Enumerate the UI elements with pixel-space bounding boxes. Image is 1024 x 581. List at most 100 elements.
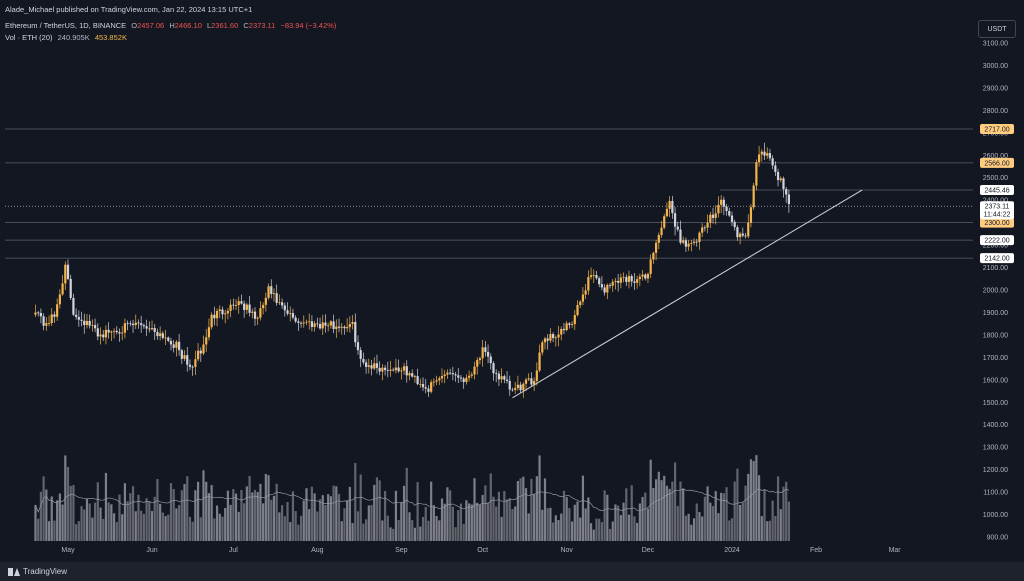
volume-bar <box>104 472 108 541</box>
volume-bar <box>446 487 449 541</box>
volume-bar <box>85 499 89 541</box>
time-axis[interactable]: May Jun Jul Aug Sep Oct Nov Dec 2024 Feb Mar <box>61 547 901 554</box>
level-label-bg <box>980 217 1014 228</box>
volume-bar <box>638 503 641 541</box>
trendline[interactable] <box>512 189 863 399</box>
candle-body <box>335 326 338 329</box>
candle-body <box>383 367 387 371</box>
candle-body <box>337 326 341 328</box>
volume-bar <box>218 513 221 541</box>
y-tick-label: 2400.00 <box>983 198 1008 205</box>
countdown-label: 11:44:22 <box>984 212 1011 219</box>
candles <box>34 142 790 398</box>
volume-bar <box>278 512 281 541</box>
candle-body <box>717 204 720 214</box>
volume-bar <box>383 491 387 541</box>
volume-bar <box>673 462 677 541</box>
volume-bar <box>264 473 267 541</box>
volume-bar <box>351 523 354 541</box>
volume-bar <box>627 514 631 541</box>
candle-body <box>297 321 300 323</box>
candle-body <box>161 333 164 338</box>
candle-body <box>468 375 471 378</box>
candle-body <box>180 350 183 359</box>
x-tick-label: Oct <box>477 547 488 554</box>
y-tick-label: 2900.00 <box>983 85 1008 92</box>
price-axis[interactable]: 900.00 1000.00 1100.00 1200.00 1300.00 1400.0… <box>983 41 1008 542</box>
volume-bar <box>505 499 509 541</box>
volume-bar <box>142 513 145 541</box>
volume-bar <box>107 502 110 541</box>
candle-body <box>370 365 373 369</box>
volume-bar <box>570 521 574 541</box>
volume-bar <box>725 487 728 541</box>
volume-bar <box>291 491 295 541</box>
volume-bar <box>595 518 598 541</box>
volume-bar <box>508 498 511 541</box>
candle-body <box>440 376 444 379</box>
volume-bar <box>332 485 335 541</box>
candle-body <box>362 358 365 363</box>
volume-bar <box>411 520 414 541</box>
volume-bar <box>714 491 717 541</box>
x-tick-label: May <box>61 547 75 554</box>
volume-bar <box>367 505 370 541</box>
candle-body <box>668 200 671 209</box>
candle-body <box>508 380 511 390</box>
candle-body <box>421 384 425 388</box>
volume-legend[interactable]: Vol · ETH (20) 240.905K 453.852K <box>5 33 130 42</box>
volume-bar <box>281 505 284 541</box>
candle-body <box>497 373 501 380</box>
volume-bar <box>722 493 725 541</box>
volume-bar <box>524 488 528 541</box>
candle-body <box>402 366 406 371</box>
ohlc-legend[interactable]: Ethereum / TetherUS, 1D, BINANCE O2457.0… <box>5 21 339 30</box>
candle-body <box>39 312 42 317</box>
candle-body <box>603 287 606 293</box>
chart[interactable]: 900.00 1000.00 1100.00 1200.00 1300.00 1400.0… <box>0 0 1024 562</box>
candle-body <box>397 367 400 372</box>
candle-body <box>730 215 734 222</box>
candle-body <box>240 301 243 304</box>
volume-bar <box>589 523 593 541</box>
candle-body <box>652 252 655 260</box>
volume-bar <box>606 494 609 541</box>
candle-body <box>692 241 696 243</box>
x-tick-label: Aug <box>311 547 324 554</box>
volume-bar <box>443 503 446 541</box>
candle-body <box>739 233 742 238</box>
volume-bar <box>66 466 70 541</box>
volume-bar <box>776 476 780 541</box>
candle-body <box>630 276 633 282</box>
candle-body <box>541 342 544 353</box>
candle-body <box>446 372 449 375</box>
volume-bar <box>652 488 655 541</box>
candle-body <box>58 294 61 305</box>
tradingview-logo[interactable]: TradingView <box>8 567 67 576</box>
candle-body <box>199 350 202 354</box>
volume-bar <box>625 488 628 541</box>
volume-bar <box>655 479 658 541</box>
candle-body <box>348 324 351 328</box>
level-label: 2142.00 <box>984 256 1009 263</box>
close-label: C <box>243 21 249 30</box>
volume-bar <box>646 508 650 541</box>
candle-body <box>142 325 145 327</box>
volume-bar <box>94 502 97 541</box>
y-tick-label: 2100.00 <box>983 265 1008 272</box>
volume-bar <box>400 502 403 541</box>
volume-bar <box>316 511 319 541</box>
horizontal-levels <box>5 128 973 259</box>
candle-body <box>755 162 758 186</box>
volume-bar <box>232 489 235 541</box>
level-label-bg <box>980 157 1014 168</box>
candle-body <box>66 264 70 279</box>
volume-bar <box>126 501 129 541</box>
candle-body <box>747 222 750 237</box>
volume-bars <box>34 455 790 541</box>
volume-bar <box>196 481 200 541</box>
candle-body <box>682 240 685 243</box>
volume-bar <box>226 490 229 541</box>
symbol-name[interactable]: Ethereum / TetherUS, 1D, BINANCE <box>5 21 127 30</box>
currency-button[interactable]: USDT <box>978 20 1016 38</box>
